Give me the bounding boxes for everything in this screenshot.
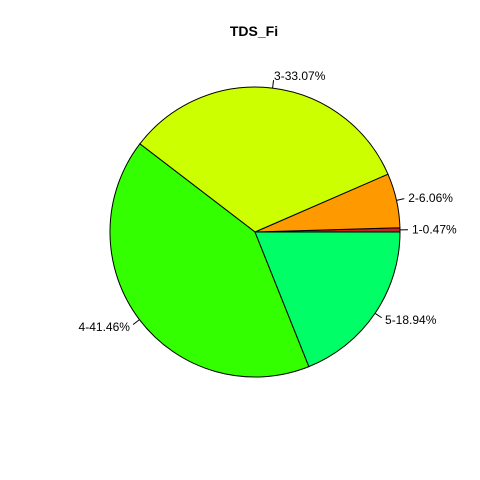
pie-label-5: 5-18.94% <box>385 313 437 327</box>
pie-slice-5 <box>254 231 401 368</box>
pie-label-1: 1-0.47% <box>412 223 457 237</box>
pie-label-tick-2 <box>396 198 405 201</box>
chart-title: TDS_Fi <box>230 23 278 39</box>
pie-labels: 1-0.47% 2-6.06% 3-33.07% 4-41.46% 5-18.94% <box>79 69 457 334</box>
pie-label-4: 4-41.46% <box>79 320 131 334</box>
pie-label-3: 3-33.07% <box>274 69 326 83</box>
pie-label-2: 2-6.06% <box>408 191 453 205</box>
pie-label-tick-5 <box>374 312 382 319</box>
pie-label-tick-3 <box>272 80 275 89</box>
pie-slice-3 <box>139 86 389 233</box>
pie-label-tick-4 <box>132 319 140 325</box>
pie-slices <box>109 86 401 378</box>
